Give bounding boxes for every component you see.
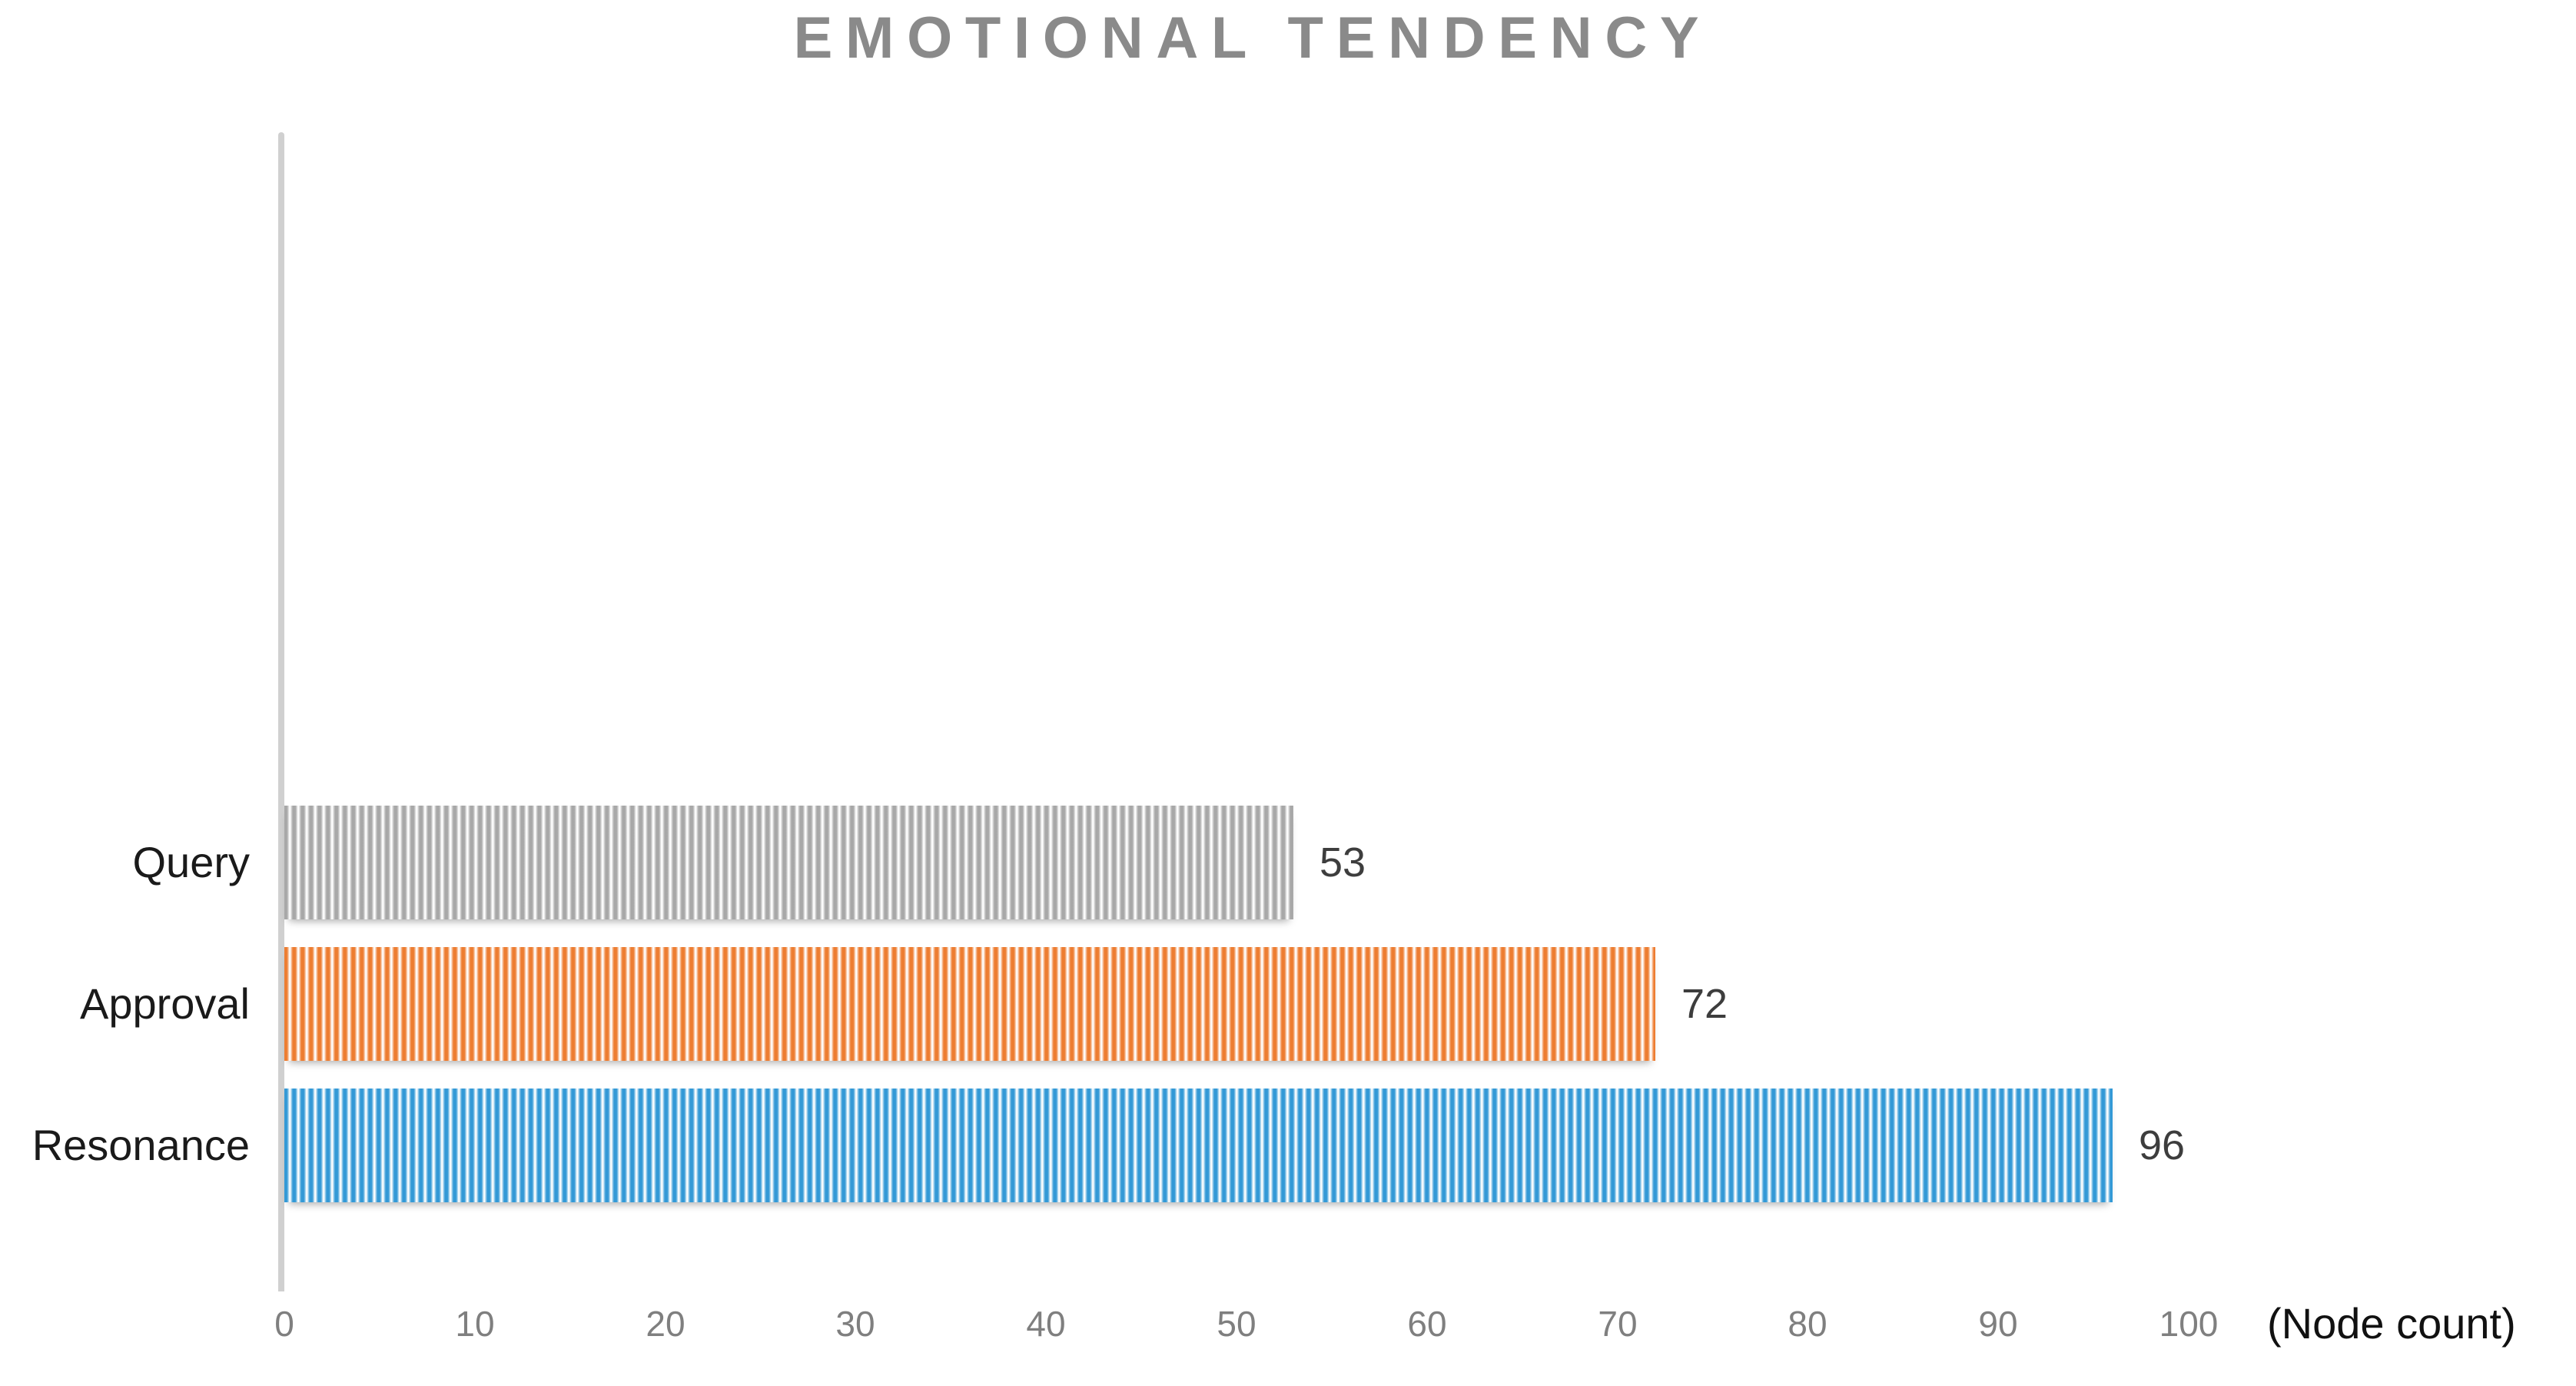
category-label-approval: Approval (79, 979, 250, 1028)
value-label-query: 53 (1320, 839, 1366, 886)
x-axis-tick-label: 70 (1598, 1304, 1638, 1344)
x-axis-tick-label: 20 (646, 1304, 685, 1344)
x-axis-tick-label: 10 (455, 1304, 495, 1344)
x-axis-tick-label: 30 (835, 1304, 875, 1344)
bar-query (284, 806, 1293, 919)
x-axis-tick-label: 90 (1978, 1304, 2018, 1344)
x-axis-tick-label: 100 (2159, 1304, 2219, 1344)
x-axis-tick-label: 50 (1217, 1304, 1256, 1344)
category-label-query: Query (132, 838, 251, 886)
x-axis-tick-label: 60 (1407, 1304, 1447, 1344)
value-label-resonance: 96 (2139, 1122, 2186, 1168)
value-label-approval: 72 (1681, 981, 1728, 1027)
x-axis-tick-label: 0 (274, 1304, 294, 1344)
bar-resonance (284, 1089, 2113, 1202)
x-axis-tick-label: 40 (1026, 1304, 1066, 1344)
y-axis-line (278, 132, 284, 1291)
chart-title: EMOTIONAL TENDENCY (793, 5, 1712, 71)
bar-approval (284, 947, 1655, 1061)
category-label-resonance: Resonance (32, 1121, 250, 1169)
x-axis-tick-label: 80 (1788, 1304, 1827, 1344)
x-axis-unit-label: (Node count) (2267, 1299, 2516, 1348)
